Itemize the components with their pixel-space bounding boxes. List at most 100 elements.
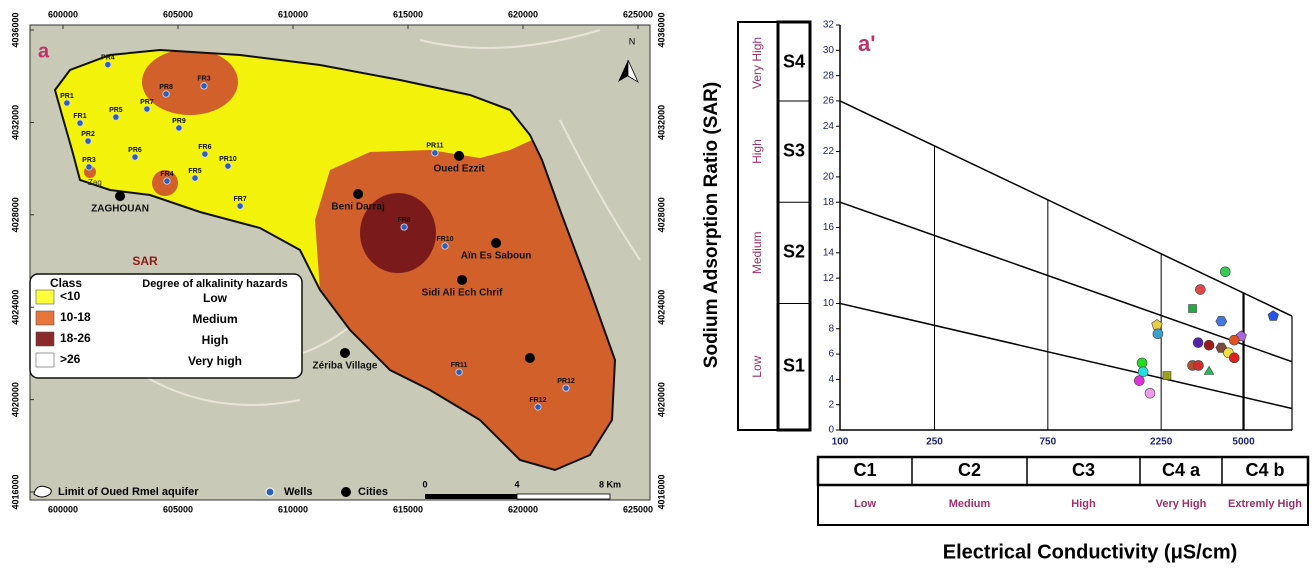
city-label: Sidi Ali Ech Chrif [422, 288, 503, 299]
panel-label: a [38, 40, 50, 62]
well [563, 385, 569, 391]
y-tick-label: 32 [823, 20, 835, 31]
x-tick-label: 750 [1039, 437, 1056, 448]
x-tick-label: 100 [832, 437, 849, 448]
city [353, 189, 363, 199]
legend-label: <10 [60, 289, 81, 303]
y-tick-label: 10 [823, 298, 835, 309]
legend-swatch [36, 353, 54, 367]
y-axis-title: Sodium Adsorption Ratio (SAR) [701, 82, 722, 368]
legend-label: Medium [192, 312, 237, 326]
point [1138, 367, 1148, 377]
y-tick-label: 4028000 [656, 197, 666, 232]
well [201, 83, 207, 89]
legend-swatch [36, 311, 54, 325]
well-label: PR8 [159, 84, 173, 91]
well [163, 91, 169, 97]
y-tick-label: 4020000 [656, 382, 666, 417]
y-tick-label: 6 [828, 349, 834, 360]
point [1163, 372, 1171, 380]
scale-bar [517, 494, 610, 499]
sodium-class-label: S3 [783, 140, 805, 160]
north-label: N [629, 36, 636, 46]
legend-label: 18-26 [60, 331, 91, 345]
x-tick-label: 625000 [623, 9, 653, 19]
y-tick-label: 26 [823, 96, 835, 107]
x-axis-title: Electrical Conductivity (μS/cm) [943, 541, 1238, 563]
legend-label: Cities [358, 486, 388, 498]
aquifer-limit-icon [34, 486, 51, 497]
sodium-hazard-label: Very High [750, 37, 764, 89]
y-tick-label: 20 [823, 172, 835, 183]
salinity-class-label: C4 a [1162, 460, 1201, 480]
well [164, 178, 170, 184]
x-tick-label: 620000 [508, 504, 538, 514]
point [1204, 340, 1214, 350]
well-label: PR7 [140, 99, 154, 106]
city-label: Aïn Es Saboun [461, 251, 532, 262]
point [1193, 338, 1203, 348]
y-tick-label: 4036000 [656, 12, 666, 47]
city [115, 191, 125, 201]
point [1268, 311, 1279, 321]
x-tick-label: 620000 [508, 9, 538, 19]
well [456, 369, 462, 375]
well [105, 61, 111, 67]
well [176, 125, 182, 131]
x-tick-label: 600000 [48, 9, 78, 19]
well-label: FR10 [436, 236, 453, 243]
city-label: Beni Darraj [331, 202, 385, 213]
well [192, 175, 198, 181]
scale-bar [425, 494, 517, 499]
well [202, 151, 208, 157]
well-label: PR6 [128, 147, 142, 154]
map-label: Zag [88, 178, 102, 187]
salinity-class-label: C1 [853, 460, 876, 480]
x-tick-label: 605000 [163, 9, 193, 19]
x-tick-label: 5000 [1232, 437, 1255, 448]
scale-label: 4 [514, 479, 519, 489]
x-tick-label: 615000 [393, 504, 423, 514]
legend-swatch [36, 332, 54, 346]
city [340, 348, 350, 358]
sodium-hazard-label: High [750, 139, 764, 164]
city-label: Zériba Village [313, 361, 378, 372]
y-tick-label: 4024000 [656, 290, 666, 325]
legend-label: Low [203, 291, 228, 305]
well [64, 100, 70, 106]
y-tick-label: 2 [828, 399, 834, 410]
well [77, 120, 83, 126]
well-label: PR4 [101, 54, 115, 61]
well [442, 243, 448, 249]
point [1193, 360, 1203, 370]
page: {"map": { "panel_label": "a", "north": "… [0, 0, 1312, 571]
y-tick-label: 4 [828, 374, 834, 385]
y-tick-label: 24 [823, 121, 835, 132]
city-label: ZAGHOUAN [91, 204, 149, 215]
well [86, 164, 92, 170]
well-label: PR12 [557, 378, 575, 385]
well-label: PR1 [60, 93, 74, 100]
x-tick-label: 610000 [278, 504, 308, 514]
sodium-class-label: S1 [783, 355, 805, 375]
x-tick-label: 2250 [1150, 437, 1173, 448]
x-tick-label: 615000 [393, 9, 423, 19]
well [85, 138, 91, 144]
city [454, 151, 464, 161]
sodium-class-label: S2 [783, 242, 805, 262]
y-tick-label: 4020000 [10, 382, 20, 417]
point [1152, 320, 1163, 330]
y-tick-label: 4032000 [656, 105, 666, 140]
figure: a N SAR Class Degree of alkalinity hazar… [0, 0, 1312, 571]
well-label: FR3 [197, 76, 210, 83]
well-label: FR4 [160, 171, 173, 178]
well [237, 203, 243, 209]
x-tick-label: 250 [926, 437, 943, 448]
x-tick-label: 600000 [48, 504, 78, 514]
well-label: PR2 [81, 131, 95, 138]
well [132, 154, 138, 160]
city [457, 275, 467, 285]
y-tick-label: 4016000 [10, 474, 20, 509]
legend-header: Class [50, 276, 82, 290]
salinity-hazard-label: Low [854, 498, 876, 510]
